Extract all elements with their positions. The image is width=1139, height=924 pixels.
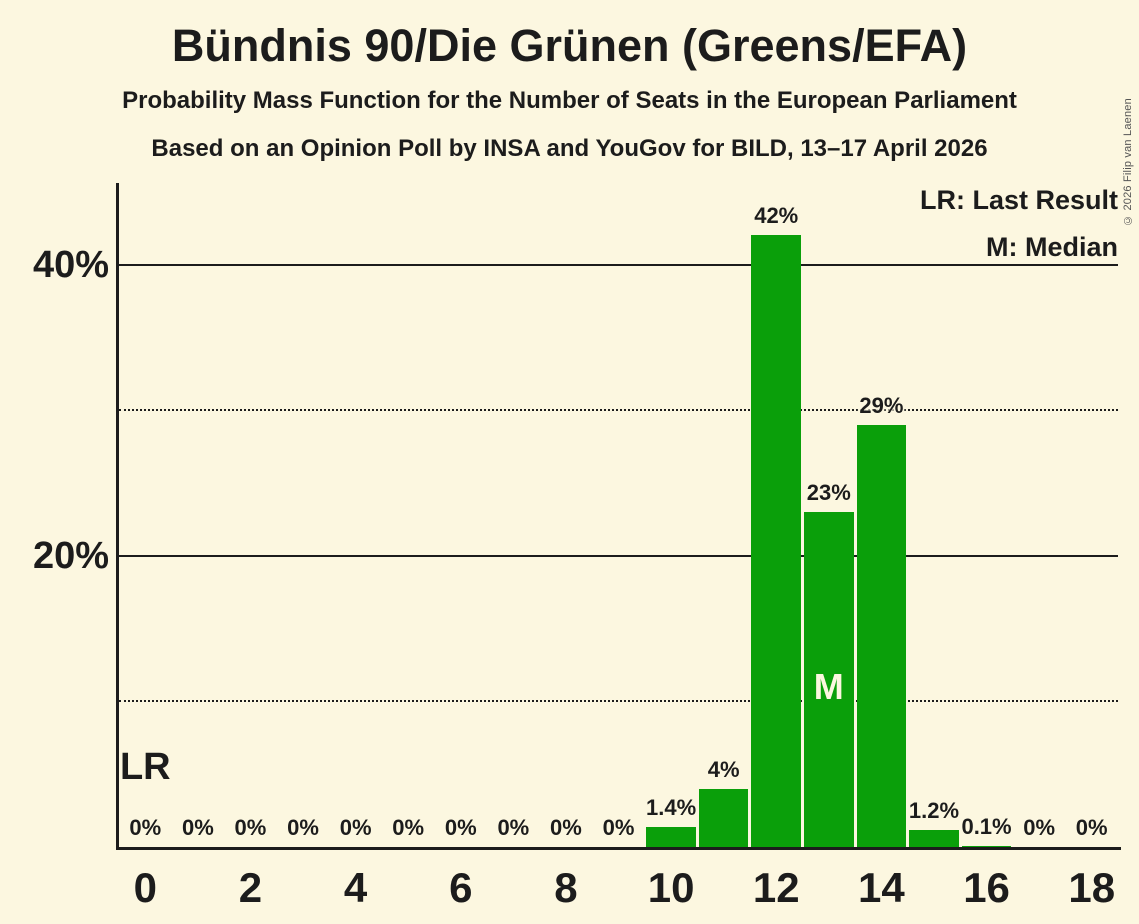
bar-value-label-seat-17: 0% xyxy=(1023,815,1056,840)
bar-value-label-seat-0: 0% xyxy=(129,815,162,840)
bar-value-label-seat-12: 42% xyxy=(754,203,799,229)
bar-value-label-seat-2: 0% xyxy=(234,815,267,840)
bar-value-label-seat-9: 0% xyxy=(602,815,635,840)
bar-value-label-seat-15: 1.2% xyxy=(908,797,960,823)
x-tick-label-4: 4 xyxy=(343,864,368,911)
bar-seat-13: M xyxy=(804,512,854,847)
copyright-notice: © 2026 Filip van Laenen xyxy=(1122,98,1134,226)
x-tick-label-0: 0 xyxy=(133,864,157,911)
y-tick-label-20: 20% xyxy=(32,534,109,577)
x-tick-label-2: 2 xyxy=(238,864,263,911)
y-axis xyxy=(116,183,119,850)
bar-seat-16 xyxy=(961,845,1012,847)
last-result-annotation: LR xyxy=(119,746,171,788)
chart-source-line: Based on an Opinion Poll by INSA and You… xyxy=(151,135,988,162)
bar-value-label-seat-5: 0% xyxy=(392,815,425,840)
bar-value-label-seat-6: 0% xyxy=(444,815,477,840)
y-tick-label-40: 40% xyxy=(32,243,109,286)
legend-last-result: LR: Last Result xyxy=(919,185,1118,215)
gridline-30pct xyxy=(119,409,1118,412)
plot-area: M 0% 0% 0% 0% 0% 0% 0% 0% 0% 0% 1.4% 4% 42% 23% 29% 1.2… xyxy=(33,183,1121,909)
chart-subtitle: Probability Mass Function for the Number… xyxy=(122,87,1017,114)
x-tick-label-16: 16 xyxy=(963,864,1010,911)
bar-value-label-seat-10: 1.4% xyxy=(645,794,697,820)
bar-value-label-seat-13: 23% xyxy=(806,480,851,506)
x-tick-label-6: 6 xyxy=(449,864,473,911)
bar-seat-15 xyxy=(909,829,959,847)
bar-seat-10 xyxy=(646,826,696,847)
gridline-10pct xyxy=(119,700,1118,703)
bar-seat-14 xyxy=(856,424,907,847)
bar-value-label-seat-18: 0% xyxy=(1075,815,1108,840)
legend-median: M: Median xyxy=(986,232,1118,262)
page-title: Bündnis 90/Die Grünen (Greens/EFA) xyxy=(171,20,968,71)
bar-value-label-seat-8: 0% xyxy=(550,815,582,840)
x-tick-label-18: 18 xyxy=(1068,864,1116,911)
bar-seat-11 xyxy=(698,788,749,847)
bar-value-label-seat-16: 0.1% xyxy=(961,813,1012,839)
bar-value-label-seat-4: 0% xyxy=(339,815,372,840)
x-axis xyxy=(116,847,1121,850)
x-tick-label-14: 14 xyxy=(858,864,905,911)
gridline-40pct xyxy=(119,263,1118,266)
bar-value-label-seat-3: 0% xyxy=(287,815,319,840)
gridline-20pct xyxy=(119,554,1118,557)
median-annotation: M xyxy=(813,666,844,707)
x-tick-label-10: 10 xyxy=(647,864,695,911)
bar-value-label-seat-14: 29% xyxy=(859,392,904,418)
bar-value-label-seat-11: 4% xyxy=(707,756,740,782)
bar-value-label-seat-1: 0% xyxy=(181,815,214,840)
x-tick-label-8: 8 xyxy=(554,864,578,911)
bar-value-label-seat-7: 0% xyxy=(497,815,530,840)
bar-seat-12 xyxy=(751,235,802,847)
x-tick-label-12: 12 xyxy=(752,864,800,911)
